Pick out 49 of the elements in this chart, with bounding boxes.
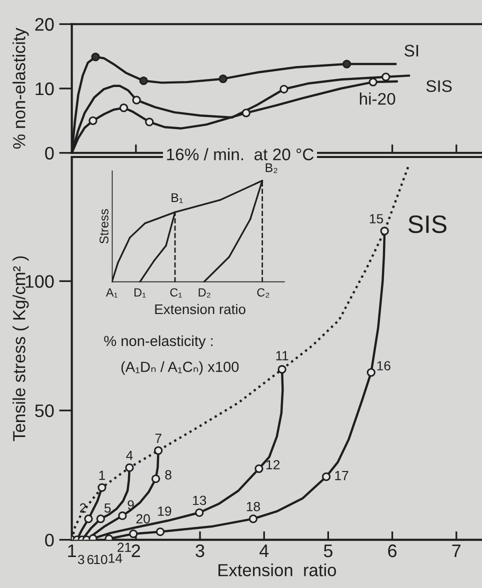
annotation: SIS [408,215,446,234]
y-axis-title: % non-elasticity [12,28,29,149]
y-tick-label: 0 [45,534,54,547]
annotation: 10 [94,554,108,564]
series-label: hi-20 [360,92,396,105]
x-tick-label: 2 [132,544,140,558]
annotation: % non-elasticity : [104,335,213,350]
annotation: Extension ratio [155,304,246,314]
chart-title: 16% / min. at 20 °C [167,148,314,160]
annotation: 20 [136,514,150,524]
annotation: (A₁Dₙ / A₁Cₙ) x100 [121,361,239,375]
annotation: 16 [377,361,390,370]
annotation: 14 [108,554,122,563]
annotation: 5 [104,503,111,513]
y-tick-label: 50 [35,404,54,418]
annotation: Stress [100,209,108,244]
annotation: D₂ [198,288,210,298]
annotation: 15 [370,214,384,224]
y-tick-label: 10 [36,82,54,96]
annotation: 12 [266,460,280,470]
annotation: 21 [118,542,131,552]
annotation: 13 [193,496,206,506]
annotation: B₂ [266,163,278,174]
series-label: SI [404,44,418,57]
annotation: 6 [87,554,94,564]
annotation: D₁ [134,288,146,298]
annotation: 4 [126,450,133,460]
x-tick-label: 5 [324,544,332,558]
annotation: 17 [335,471,348,480]
x-tick-label: 1 [68,544,76,558]
annotation: 19 [158,506,172,516]
annotation: 8 [165,470,172,480]
x-tick-label: 6 [388,544,396,558]
annotation: A₁ [106,288,118,298]
annotation: 7 [155,434,162,443]
y-tick-label: 20 [35,18,54,31]
series-label: SIS [426,80,452,92]
annotation: 18 [246,502,260,512]
annotation: C₁ [170,288,182,298]
x-tick-label: 3 [196,544,204,558]
y-tick-label: 0 [45,146,54,160]
annotation: 3 [78,554,84,564]
x-tick-label: 7 [452,544,460,558]
x-tick-label: 4 [259,544,269,558]
annotation: 11 [276,351,288,360]
annotation: B₁ [172,193,183,204]
x-axis-title: Extension ratio [218,564,336,576]
annotation: C₂ [257,288,270,298]
annotation: 1 [99,470,105,480]
